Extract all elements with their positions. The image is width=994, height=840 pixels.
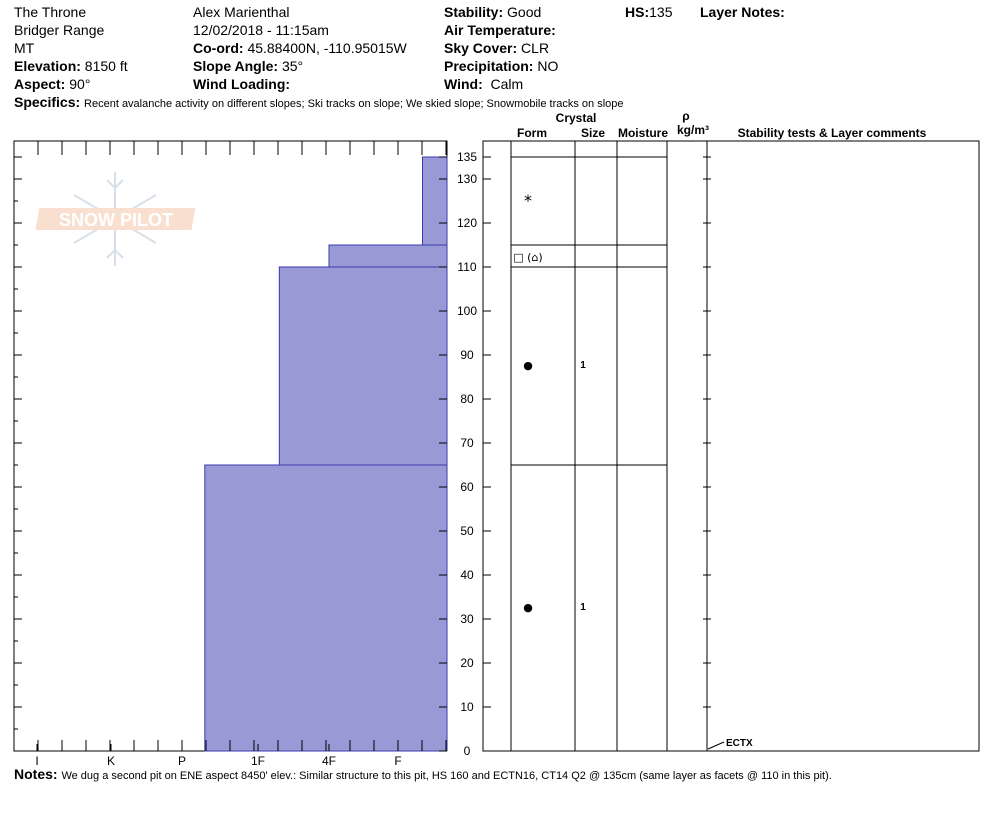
depth-tick-label: 130 [457,172,477,186]
crystal-form-symbol: ● [523,601,533,614]
observer-block: Alex Marienthal 12/02/2018 - 11:15am Co-… [193,3,407,93]
form-header: Form [517,126,547,140]
precip-row: Precipitation: NO [444,58,559,74]
snowpilot-logo: SNOW PILOT [35,172,196,266]
hardness-tick-label: P [178,754,186,768]
slope-row: Slope Angle: 35° [193,58,304,74]
depth-tick-label: 10 [460,700,474,714]
conditions-block: Stability: Good Air Temperature: Sky Cov… [444,3,558,93]
test-pointer [707,741,725,750]
hardness-tick-label: K [107,754,115,768]
crystal-form-symbol: ● [523,359,533,372]
datetime: 12/02/2018 - 11:15am [193,22,329,38]
hardness-bar [204,464,448,752]
specifics-label: Specifics: [14,94,81,110]
range-name: Bridger Range [14,22,105,38]
hardness-bar [278,266,448,466]
notes-text: We dug a second pit on ENE aspect 8450' … [61,770,832,782]
coord-row: Co-ord: 45.88400N, -110.95015W [193,40,407,56]
location-name: The Throne [14,4,87,20]
wind-loading-row: Wind Loading: [193,76,291,92]
depth-tick-label: 110 [457,260,476,274]
crystal-form-symbol: * [524,191,532,210]
density-unit-header: kg/m³ [677,123,709,137]
depth-tick-label: 60 [460,480,474,494]
layer-notes-label: Layer Notes: [700,4,785,20]
depth-tick-label: 30 [460,612,474,626]
state-name: MT [14,40,35,56]
depth-tick-label: 80 [460,392,474,406]
stability-tests-header: Stability tests & Layer comments [738,126,927,140]
hs-row: HS:135 [625,4,673,20]
depth-tick-label: 100 [457,304,477,318]
moisture-header: Moisture [618,126,668,140]
depth-tick-label: 20 [460,656,474,670]
observer-name: Alex Marienthal [193,4,290,20]
crystal-header: Crystal [556,111,597,125]
depth-tick-label: 0 [464,744,471,758]
depth-tick-label: 120 [457,216,477,230]
wind-row: Wind: Calm [444,76,524,92]
logo-text: SNOW PILOT [59,210,173,230]
depth-tick-label: 135 [457,150,477,164]
hardness-tick-label: F [394,754,401,768]
stability-row: Stability: Good [444,4,542,20]
hardness-tick-label: 4F [322,754,336,768]
test-label: ECTX [726,738,753,749]
crystal-form-symbol: □ (⌂) [513,251,542,264]
notes-label: Notes: [14,766,58,782]
specifics-text: Recent avalanche activity on different s… [84,98,624,110]
layer-table-frame [482,140,980,752]
depth-tick-label: 90 [460,348,474,362]
hardness-bar [422,156,448,246]
specifics-row: Specifics: Recent avalanche activity on … [14,94,624,110]
elevation-row: Elevation: 8150 ft [14,58,128,74]
depth-tick-label: 70 [460,436,474,450]
hardness-tick-label: 1F [251,754,265,768]
depth-tick-label: 50 [460,524,474,538]
notes-row: Notes: We dug a second pit on ENE aspect… [14,766,832,782]
size-header: Size [581,126,605,140]
depth-tick-label: 40 [460,568,474,582]
hardness-bar [328,244,448,268]
rho-header: ρ [682,109,689,123]
crystal-size: 1 [580,602,586,613]
location-block: The Throne Bridger Range MT Elevation: 8… [14,3,128,93]
aspect-row: Aspect: 90° [14,76,91,92]
air-temp-row: Air Temperature: [444,22,556,38]
crystal-size: 1 [580,360,586,371]
sky-row: Sky Cover: CLR [444,40,550,56]
hardness-tick-label: I [35,754,38,768]
